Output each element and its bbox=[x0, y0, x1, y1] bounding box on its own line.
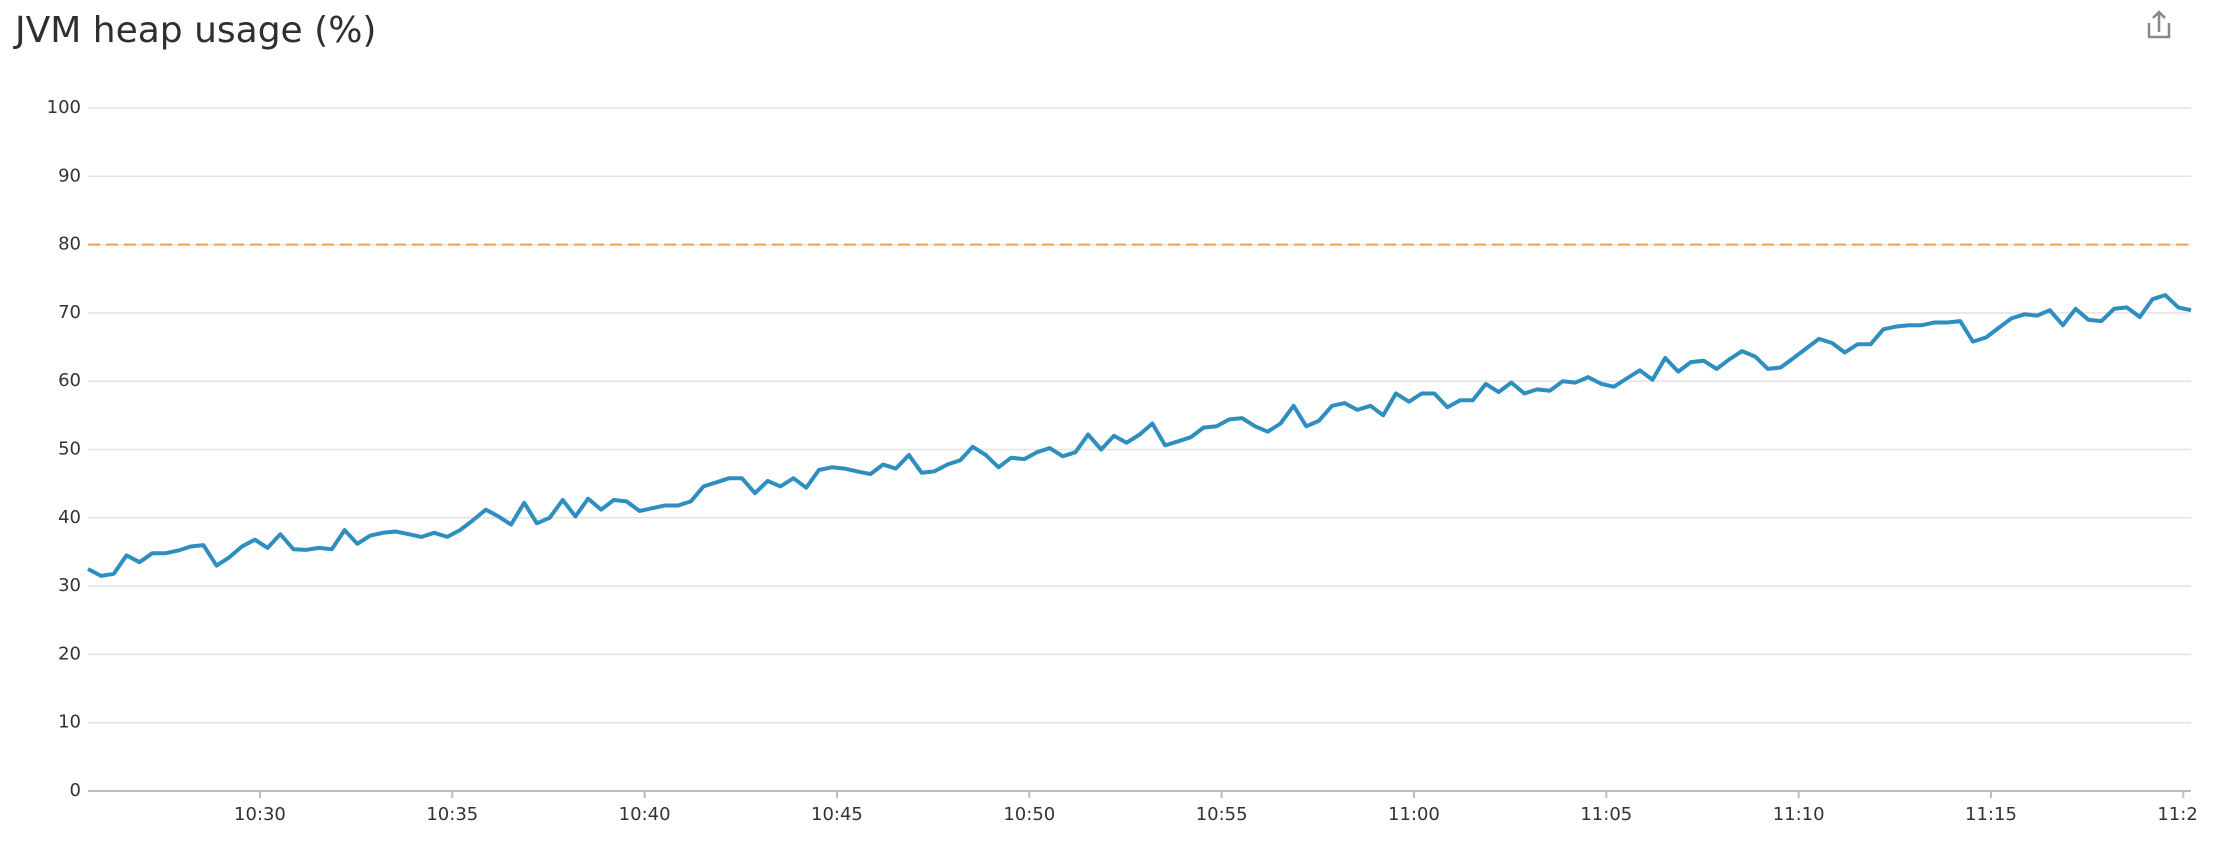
series-line bbox=[87, 293, 2192, 578]
y-tick-label: 40 bbox=[58, 507, 81, 528]
y-tick-label: 50 bbox=[58, 439, 81, 460]
y-tick-label: 70 bbox=[58, 302, 81, 323]
x-tick-label: 10:40 bbox=[619, 804, 671, 825]
y-tick-label: 100 bbox=[47, 97, 81, 118]
share-icon[interactable] bbox=[2147, 10, 2171, 39]
chart-title: JVM heap usage (%) bbox=[13, 10, 376, 51]
share-box[interactable] bbox=[2147, 23, 2171, 39]
x-tick-label: 11:05 bbox=[1580, 804, 1632, 825]
y-tick-label: 10 bbox=[58, 712, 81, 733]
x-tick-label: 11:10 bbox=[1773, 804, 1825, 825]
share-arrow[interactable] bbox=[2152, 10, 2166, 32]
x-tick-label: 10:50 bbox=[1003, 804, 1055, 825]
x-tick-label: 10:55 bbox=[1196, 804, 1248, 825]
x-tick-label: 10:45 bbox=[811, 804, 863, 825]
x-tick-label: 11:20 bbox=[2157, 804, 2209, 825]
x-tick-label: 11:15 bbox=[1965, 804, 2017, 825]
x-tick-label: 10:30 bbox=[234, 804, 286, 825]
x-axis-labels: 10:30 10:35 10:40 10:45 10:50 10:55 11:00 11:05… bbox=[234, 804, 2209, 825]
y-tick-label: 30 bbox=[58, 575, 81, 596]
x-tick-label: 10:35 bbox=[426, 804, 478, 825]
y-tick-label: 0 bbox=[70, 780, 81, 801]
y-tick-label: 80 bbox=[58, 234, 81, 255]
y-tick-label: 60 bbox=[58, 370, 81, 391]
y-tick-label: 90 bbox=[58, 165, 81, 186]
x-tick-label: 11:00 bbox=[1388, 804, 1440, 825]
y-tick-label: 20 bbox=[58, 643, 81, 664]
